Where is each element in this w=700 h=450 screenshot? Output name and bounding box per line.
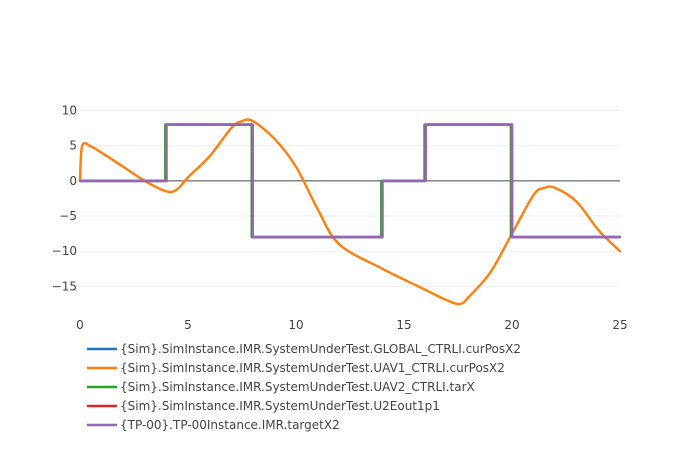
gridlines: [80, 110, 620, 287]
y-tick-label: −15: [52, 279, 77, 293]
y-tick-label: −5: [59, 209, 77, 223]
legend-label: {Sim}.SimInstance.IMR.SystemUnderTest.UA…: [120, 380, 475, 394]
y-tick-label: −10: [52, 244, 77, 258]
legend-item[interactable]: {Sim}.SimInstance.IMR.SystemUnderTest.UA…: [87, 361, 505, 375]
x-tick-label: 20: [504, 318, 519, 332]
legend[interactable]: {Sim}.SimInstance.IMR.SystemUnderTest.GL…: [87, 342, 521, 432]
legend-label: {Sim}.SimInstance.IMR.SystemUnderTest.UA…: [120, 361, 505, 375]
legend-item[interactable]: {Sim}.SimInstance.IMR.SystemUnderTest.UA…: [87, 380, 475, 394]
x-tick-label: 25: [612, 318, 627, 332]
legend-label: {Sim}.SimInstance.IMR.SystemUnderTest.GL…: [120, 342, 521, 356]
x-axis-ticks: 0 5 10 15 20 25: [76, 318, 627, 332]
series-line: [78, 123, 622, 239]
legend-item[interactable]: {Sim}.SimInstance.IMR.SystemUnderTest.U2…: [87, 399, 440, 413]
y-tick-label: 5: [69, 139, 77, 153]
legend-item[interactable]: {TP-00}.TP-00Instance.IMR.targetX2: [87, 418, 340, 432]
series-line: [78, 118, 622, 306]
legend-label: {TP-00}.TP-00Instance.IMR.targetX2: [120, 418, 340, 432]
legend-label: {Sim}.SimInstance.IMR.SystemUnderTest.U2…: [120, 399, 440, 413]
plot-series: [78, 118, 622, 306]
x-tick-label: 10: [288, 318, 303, 332]
y-tick-label: 10: [62, 104, 77, 118]
x-tick-label: 5: [184, 318, 192, 332]
y-tick-label: 0: [69, 174, 77, 188]
legend-item[interactable]: {Sim}.SimInstance.IMR.SystemUnderTest.GL…: [87, 342, 521, 356]
x-tick-label: 15: [396, 318, 411, 332]
x-tick-label: 0: [76, 318, 84, 332]
y-axis-ticks: 10 5 0 −5 −10 −15: [52, 104, 77, 294]
